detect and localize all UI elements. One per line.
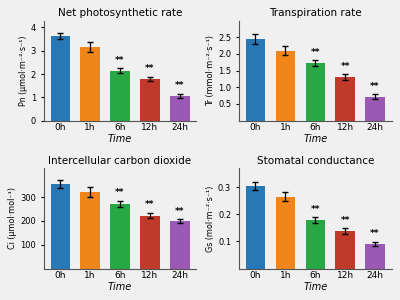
Text: **: ** [310,48,320,57]
Bar [50,184,70,268]
X-axis label: Time: Time [108,134,132,144]
Bar [170,221,190,268]
Text: **: ** [175,81,184,90]
Bar [80,192,100,268]
Text: **: ** [340,216,350,225]
Text: **: ** [115,188,125,197]
Bar [336,77,355,121]
Bar [276,197,295,268]
Title: Intercellular carbon dioxide: Intercellular carbon dioxide [48,156,192,166]
Text: **: ** [145,200,155,209]
Bar [306,63,325,121]
X-axis label: Time: Time [303,134,327,144]
Bar [306,220,325,268]
Bar [336,231,355,268]
Title: Transpiration rate: Transpiration rate [269,8,362,18]
Y-axis label: Tr (mmol·m⁻²·s⁻¹): Tr (mmol·m⁻²·s⁻¹) [206,35,215,106]
Bar [246,186,265,268]
X-axis label: Time: Time [108,282,132,292]
X-axis label: Time: Time [303,282,327,292]
Bar [110,70,130,121]
Bar [170,96,190,121]
Bar [140,216,160,268]
Text: **: ** [175,207,184,216]
Bar [365,97,385,121]
Bar [110,204,130,268]
Bar [365,244,385,268]
Y-axis label: Ci (μmol·mol⁻¹): Ci (μmol·mol⁻¹) [8,188,17,250]
Text: **: ** [115,56,125,65]
Text: **: ** [340,62,350,71]
Text: **: ** [145,64,155,73]
Bar [80,47,100,121]
Title: Net photosynthetic rate: Net photosynthetic rate [58,8,182,18]
Bar [50,36,70,121]
Text: **: ** [370,230,380,238]
Text: **: ** [370,82,380,91]
Y-axis label: Gs (mol·m⁻²·s⁻¹): Gs (mol·m⁻²·s⁻¹) [206,185,215,252]
Title: Stomatal conductance: Stomatal conductance [256,156,374,166]
Bar [140,79,160,121]
Bar [246,39,265,121]
Bar [276,50,295,121]
Y-axis label: Pn (μmol·m⁻²·s⁻¹): Pn (μmol·m⁻²·s⁻¹) [19,35,28,106]
Text: **: ** [310,205,320,214]
